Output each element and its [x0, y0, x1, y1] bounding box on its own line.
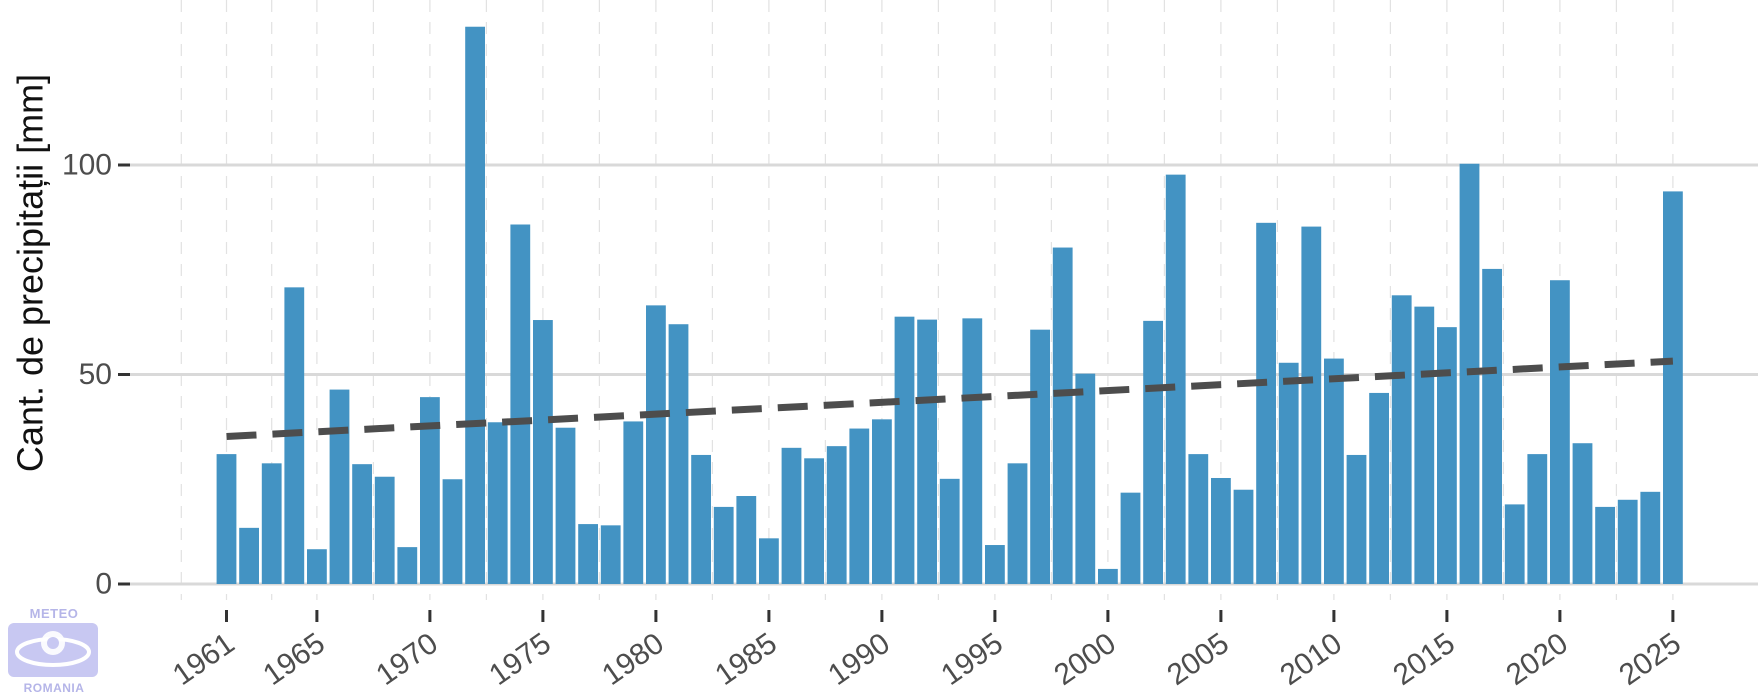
bar-1995 [985, 545, 1005, 584]
vertical-grid [180, 0, 1674, 600]
bar-2012 [1369, 392, 1389, 584]
bar-2015 [1437, 327, 1457, 584]
x-axis: 1961 1965 1970 1975 1980 1985 1990 1995 2000 2005… [167, 610, 1687, 692]
bar-2006 [1233, 489, 1254, 584]
x-tick-label: 1961 [167, 627, 241, 692]
y-tick-label: 0 [95, 568, 112, 601]
bar-2014 [1414, 306, 1435, 584]
bar-1999 [1075, 373, 1096, 584]
x-tick-label: 1970 [370, 627, 444, 692]
y-tick-label: 50 [79, 358, 112, 391]
bar-2007 [1256, 222, 1276, 584]
bar-1961 [216, 454, 237, 584]
trend-line [226, 357, 1674, 441]
x-tick-label: 1990 [822, 627, 896, 692]
bar-1996 [1007, 463, 1028, 584]
bar-1983 [713, 506, 734, 584]
bar-1981 [668, 324, 689, 584]
bars [216, 26, 1683, 585]
bar-1985 [759, 538, 779, 584]
x-tick-label: 1995 [935, 627, 1009, 692]
bar-1998 [1052, 247, 1073, 584]
bar-1997 [1030, 329, 1050, 584]
bar-1984 [736, 496, 757, 584]
bar-1978 [600, 525, 621, 584]
bar-2009 [1301, 226, 1322, 584]
bar-1974 [510, 224, 531, 585]
meteo-romania-logo: METEO ROMANIA [4, 606, 104, 695]
bar-1989 [849, 428, 870, 584]
bar-2024 [1640, 491, 1661, 584]
bar-1965 [307, 549, 327, 584]
bar-2019 [1527, 454, 1548, 584]
bar-2000 [1098, 568, 1118, 584]
bar-1971 [442, 479, 463, 584]
bar-2018 [1504, 504, 1525, 584]
x-tick-label: 2015 [1387, 627, 1461, 692]
bar-1990 [872, 419, 892, 584]
bar-2022 [1595, 506, 1615, 584]
bar-1979 [623, 421, 644, 584]
bar-1969 [397, 547, 418, 584]
bar-2003 [1165, 174, 1186, 584]
bar-1988 [826, 446, 847, 584]
bar-2023 [1617, 499, 1638, 584]
bar-1986 [781, 447, 802, 584]
bar-2004 [1188, 454, 1209, 584]
x-tick-label: 2000 [1048, 627, 1122, 692]
bar-2021 [1572, 443, 1593, 584]
bar-2025 [1663, 191, 1683, 584]
bar-2005 [1211, 477, 1231, 584]
bar-1966 [329, 389, 350, 584]
y-axis: 0 50 100 [62, 149, 130, 601]
bar-1987 [804, 458, 824, 584]
bar-1962 [239, 527, 259, 584]
bar-2001 [1120, 492, 1141, 584]
bar-1993 [939, 478, 960, 584]
bar-2020 [1550, 280, 1570, 584]
bar-1992 [917, 319, 937, 584]
bar-1970 [420, 397, 440, 584]
bar-1975 [533, 320, 553, 584]
bar-2013 [1391, 295, 1412, 584]
logo-mark-icon [8, 623, 98, 677]
bar-2010 [1324, 358, 1344, 584]
bar-2011 [1346, 454, 1367, 584]
x-tick-label: 2010 [1274, 627, 1348, 692]
bar-2017 [1482, 268, 1502, 584]
bar-2002 [1143, 320, 1163, 584]
bar-1968 [374, 476, 395, 584]
bar-1963 [261, 463, 282, 584]
x-tick-label: 1985 [709, 627, 783, 692]
bar-1972 [465, 26, 485, 585]
logo-bottom-text: ROMANIA [23, 681, 85, 695]
y-tick-label: 100 [62, 149, 112, 182]
bar-1973 [487, 422, 508, 584]
bar-1980 [646, 305, 666, 584]
x-tick-label: 2005 [1161, 627, 1235, 692]
y-axis-title: Cant. de precipitații [mm] [10, 74, 51, 472]
bar-2008 [1278, 362, 1299, 584]
bar-1991 [894, 316, 915, 584]
bar-1976 [555, 427, 576, 584]
logo-top-text: METEO [29, 606, 79, 621]
x-tick-label: 1980 [596, 627, 670, 692]
x-tick-label: 2025 [1613, 627, 1687, 692]
bar-1967 [352, 464, 372, 584]
x-tick-label: 1965 [257, 627, 331, 692]
x-tick-label: 2020 [1500, 627, 1574, 692]
bar-1977 [578, 524, 598, 584]
bar-1982 [691, 454, 711, 584]
x-tick-label: 1975 [483, 627, 557, 692]
bar-1994 [962, 318, 983, 584]
